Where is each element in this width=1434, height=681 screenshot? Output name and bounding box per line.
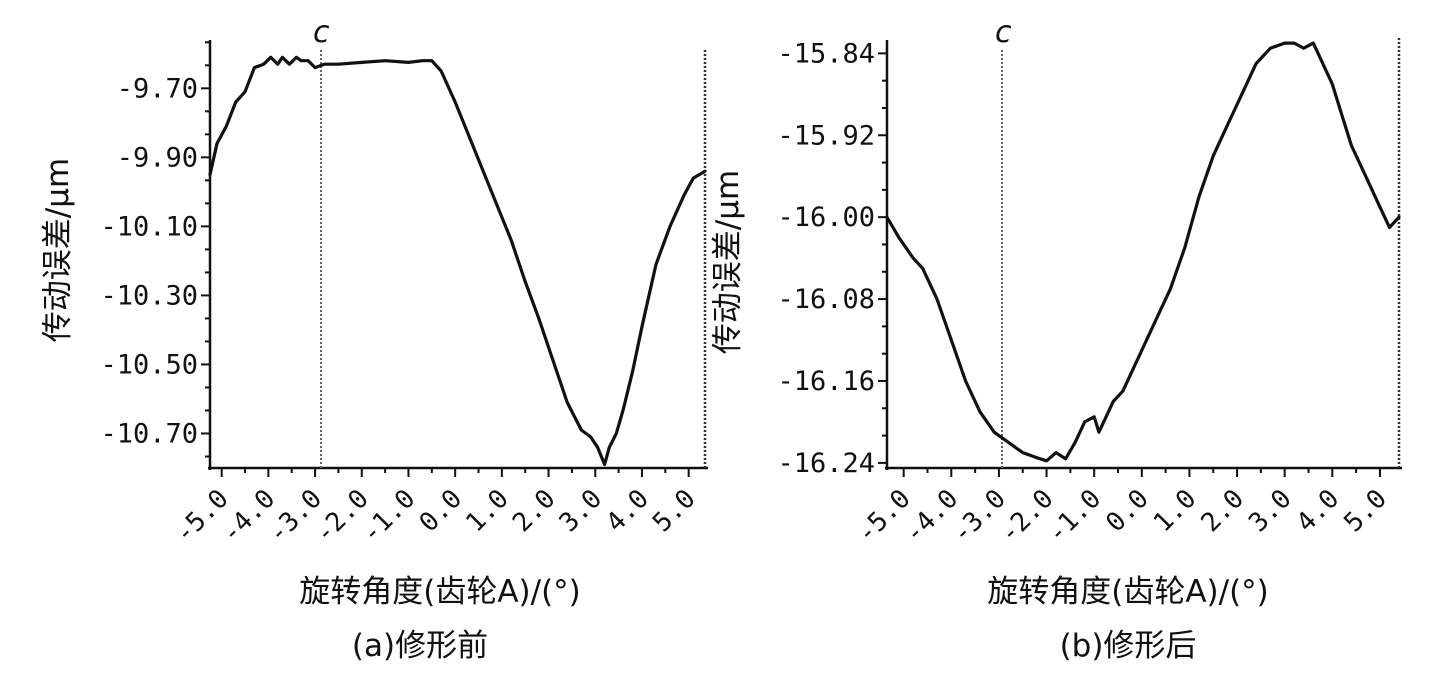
panel-b-y-tick-label: -15.84 bbox=[777, 38, 875, 69]
panel-b-y-tick-label: -15.92 bbox=[777, 120, 875, 151]
panel-a-x-ticks: -5.0-4.0-3.0-2.0-1.00.01.02.03.04.05.0 bbox=[169, 468, 702, 549]
panel-b-x-tick-label: 3.0 bbox=[1243, 484, 1297, 538]
panel-b-x-tick-label: 5.0 bbox=[1338, 484, 1392, 538]
panel-b-x-ticks: -5.0-4.0-3.0-2.0-1.00.01.02.03.04.05.0 bbox=[851, 468, 1393, 549]
panel-b-x-tick-label: -3.0 bbox=[946, 484, 1011, 549]
panel-a-caption: (a)修形前 bbox=[352, 628, 488, 664]
panel-b-series-line bbox=[885, 41, 1401, 463]
panel-b-x-tick-label: 2.0 bbox=[1196, 484, 1250, 538]
panel-a-y-tick-label: -10.70 bbox=[100, 418, 198, 449]
panel-a-x-tick-label: -2.0 bbox=[309, 484, 374, 549]
panel-b-x-axis-title: 旋转角度(齿轮A)/(°) bbox=[987, 574, 1269, 610]
panel-a-y-tick-label: -10.50 bbox=[100, 349, 198, 380]
panel-b-y-tick-label: -16.08 bbox=[777, 284, 875, 315]
panel-a-x-tick-label: 3.0 bbox=[554, 484, 608, 538]
panel-b-marker-label: c bbox=[995, 15, 1012, 50]
panel-a-series-line bbox=[208, 55, 707, 467]
panel-b-x-tick-label: 0.0 bbox=[1100, 484, 1154, 538]
panel-a-x-tick-label: -4.0 bbox=[216, 484, 281, 549]
panel-a-y-tick-label: -9.90 bbox=[117, 142, 198, 173]
panel-b-x-tick-label: 1.0 bbox=[1148, 484, 1202, 538]
panel-b-x-tick-label: 4.0 bbox=[1291, 484, 1345, 538]
panel-b-x-tick-label: -1.0 bbox=[1042, 484, 1107, 549]
panel-b-y-ticks: -15.84 -15.92 -16.00 -16.08 -16.16 -16.24 bbox=[777, 38, 887, 479]
panel-a-y-tick-label: -10.30 bbox=[100, 280, 198, 311]
panel-a-y-axis-title: 传动误差/μm bbox=[40, 158, 76, 342]
panel-a-y-tick-label: -9.70 bbox=[117, 73, 198, 104]
panel-a-y-tick-label: -10.10 bbox=[100, 211, 198, 242]
panel-a-x-tick-label: 0.0 bbox=[414, 484, 468, 538]
panel-b-x-tick-label: -2.0 bbox=[994, 484, 1059, 549]
panel-a-x-axis-title: 旋转角度(齿轮A)/(°) bbox=[299, 574, 581, 610]
panel-b-y-axis-title: 传动误差/μm bbox=[710, 170, 746, 354]
panel-a-x-tick-label: 1.0 bbox=[460, 484, 514, 538]
panel-b-x-tick-label: -5.0 bbox=[851, 484, 916, 549]
panel-a-x-tick-label: -5.0 bbox=[169, 484, 234, 549]
panel-a-x-tick-label: 4.0 bbox=[600, 484, 654, 538]
panel-b-x-tick-label: -4.0 bbox=[899, 484, 964, 549]
panel-a-x-tick-label: -3.0 bbox=[263, 484, 328, 549]
panel-a-marker-label: c bbox=[313, 15, 330, 50]
panel-a-x-tick-label: 2.0 bbox=[507, 484, 561, 538]
panel-b-y-tick-label: -16.24 bbox=[777, 448, 875, 479]
panel-b-y-tick-label: -16.16 bbox=[777, 366, 875, 397]
panel-b-y-tick-label: -16.00 bbox=[777, 202, 875, 233]
panel-a-x-tick-label: -1.0 bbox=[356, 484, 421, 549]
panel-b-chart: c -15.84 -15.92 -16.00 -16.08 -16.16 -16.24 -… bbox=[710, 15, 1402, 664]
panel-a-chart: c -9.70 -9.90 -10.10 -10.30 -10.50 -10.70 -5.… bbox=[40, 15, 708, 664]
panel-b-caption: (b)修形后 bbox=[1060, 628, 1197, 664]
panel-a-y-ticks: -9.70 -9.90 -10.10 -10.30 -10.50 -10.70 bbox=[100, 41, 210, 458]
panel-a-x-tick-label: 5.0 bbox=[647, 484, 701, 538]
